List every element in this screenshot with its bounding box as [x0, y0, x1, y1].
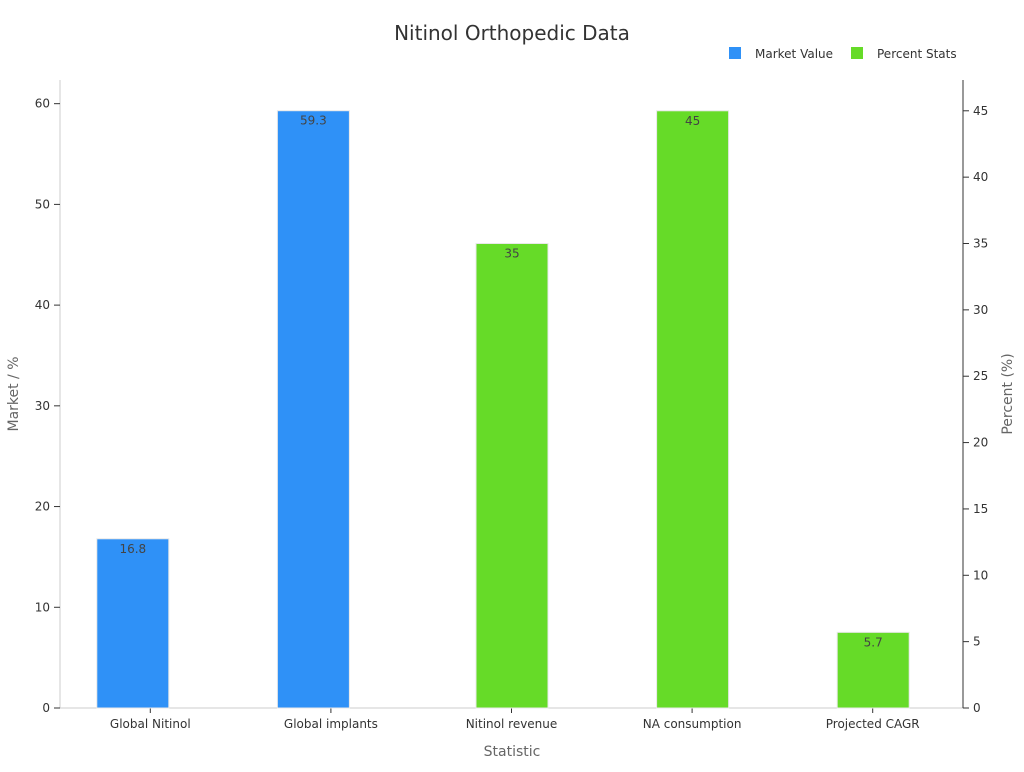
left-tick-label: 60 — [35, 97, 50, 111]
x-tick-label: Global implants — [284, 717, 378, 731]
right-tick-label: 0 — [973, 701, 981, 715]
x-axis-ticks: Global Nitinol Global implants Nitinol rev… — [110, 708, 920, 731]
legend: Market Value Percent Stats — [729, 47, 957, 61]
right-tick-label: 5 — [973, 635, 981, 649]
right-axis-ticks: 0 5 10 15 20 25 30 35 40 45 — [963, 104, 988, 715]
legend-swatch — [851, 47, 863, 59]
bar — [656, 110, 730, 709]
bar-labels: 16.8 59.3 35 45 5.7 — [119, 114, 882, 650]
bars — [96, 110, 910, 709]
x-axis-label: Statistic — [484, 744, 541, 760]
bar-value-label: 5.7 — [864, 635, 883, 649]
left-tick-label: 30 — [35, 399, 50, 413]
x-tick-label: Projected CAGR — [826, 717, 920, 731]
x-tick-label: Global Nitinol — [110, 717, 191, 731]
right-axis-label: Percent (%) — [1000, 353, 1016, 434]
right-tick-label: 10 — [973, 568, 988, 582]
bar-value-label: 45 — [685, 114, 700, 128]
left-tick-label: 40 — [35, 298, 50, 312]
bar — [96, 538, 170, 709]
right-tick-label: 35 — [973, 237, 988, 251]
legend-label: Percent Stats — [877, 47, 957, 61]
right-tick-label: 20 — [973, 436, 988, 450]
bar — [475, 243, 549, 709]
left-tick-label: 10 — [35, 600, 50, 614]
right-tick-label: 25 — [973, 369, 988, 383]
right-tick-label: 30 — [973, 303, 988, 317]
legend-swatch — [729, 47, 741, 59]
right-tick-label: 40 — [973, 170, 988, 184]
left-axis-label: Market / % — [6, 356, 22, 431]
right-tick-label: 15 — [973, 502, 988, 516]
left-tick-label: 20 — [35, 500, 50, 514]
x-tick-label: NA consumption — [643, 717, 742, 731]
bar-value-label: 16.8 — [119, 542, 146, 556]
x-tick-label: Nitinol revenue — [466, 717, 558, 731]
left-axis-ticks: 0 10 20 30 40 50 60 — [35, 97, 60, 715]
bar-value-label: 59.3 — [300, 114, 327, 128]
chart-title: Nitinol Orthopedic Data — [394, 21, 630, 45]
right-tick-label: 45 — [973, 104, 988, 118]
bar-value-label: 35 — [504, 247, 519, 261]
bar — [836, 631, 910, 709]
left-tick-label: 0 — [42, 701, 50, 715]
bar — [276, 110, 350, 709]
left-tick-label: 50 — [35, 197, 50, 211]
legend-label: Market Value — [755, 47, 833, 61]
